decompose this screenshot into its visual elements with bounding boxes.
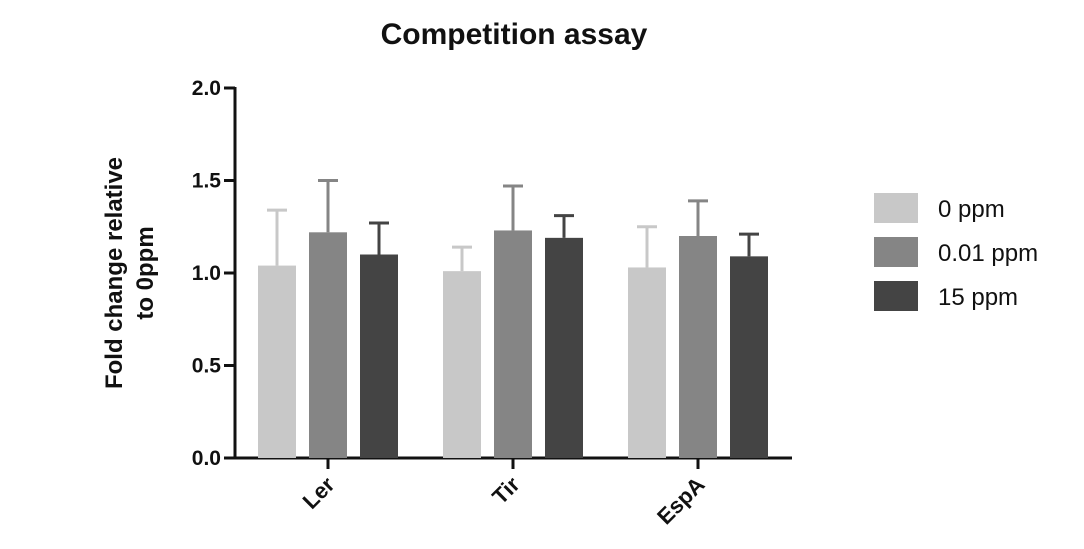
x-tick-label: EspA xyxy=(652,472,710,530)
bar xyxy=(730,256,768,458)
y-axis-label: Fold change relative to 0ppm xyxy=(101,157,159,389)
legend: 0 ppm 0.01 ppm 15 ppm xyxy=(874,193,1038,311)
legend-entry: 15 ppm xyxy=(938,284,1018,311)
legend-swatch xyxy=(874,237,918,267)
chart-title: Competition assay xyxy=(381,18,648,51)
y-tick-label: 1.0 xyxy=(192,262,221,285)
bar xyxy=(309,232,347,458)
x-tick-label: Tir xyxy=(487,472,525,510)
bar xyxy=(679,236,717,458)
y-axis-label-line-1: Fold change relative xyxy=(101,157,128,389)
y-tick-label: 1.5 xyxy=(192,170,222,193)
legend-swatch xyxy=(874,193,918,223)
bar xyxy=(545,237,583,458)
y-axis-label-line-2: to 0ppm xyxy=(132,226,159,319)
legend-entry: 0.01 ppm xyxy=(938,240,1038,267)
bar xyxy=(443,271,481,458)
legend-entry: 0 ppm xyxy=(938,196,1005,223)
bar xyxy=(494,230,532,458)
bar xyxy=(628,267,666,458)
y-tick-label: 0.0 xyxy=(192,447,221,470)
y-tick-label: 2.0 xyxy=(192,77,221,100)
bar xyxy=(258,265,296,458)
y-tick-label: 0.5 xyxy=(192,355,222,378)
plot-area: 0.0 0.5 1.0 1.5 2.0 Ler Tir EspA xyxy=(192,77,792,529)
bar xyxy=(360,254,398,458)
legend-swatch xyxy=(874,281,918,311)
x-tick-label: Ler xyxy=(298,472,340,514)
